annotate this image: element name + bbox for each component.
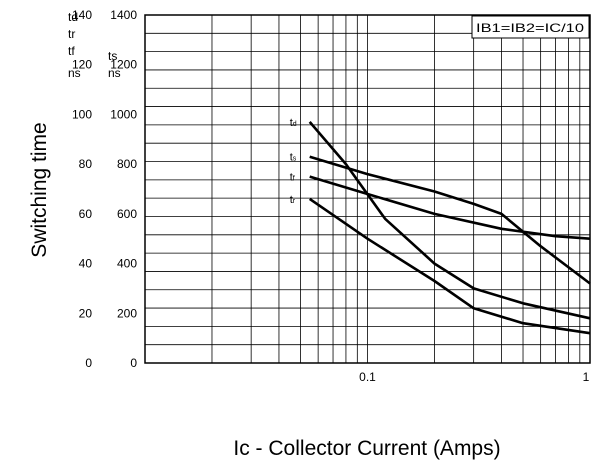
left-y-tick-label: 120 (72, 58, 92, 72)
plot-frame (144, 14, 591, 364)
left-y-tick-label: 40 (79, 257, 93, 271)
left-y-tick-label: 80 (79, 157, 93, 171)
y-axis-label: Switching time (28, 122, 51, 257)
left-y-tick-label: 100 (72, 107, 92, 121)
left-unit-line-4: ns (68, 66, 81, 80)
x-tick-label: 1 (583, 370, 590, 384)
left-y-tick-label: 0 (85, 356, 92, 370)
ts-y-tick-label: 800 (117, 157, 137, 171)
test-condition-label: IB1=IB2=IC/10 (476, 21, 584, 35)
ts-unit-line-2: ns (108, 66, 121, 80)
x-tick-label: 0.1 (359, 370, 376, 384)
ts-y-tick-label: 600 (117, 207, 137, 221)
ts-unit-line-1: ts (108, 49, 117, 63)
ts-y-tick-label: 1000 (110, 107, 137, 121)
left-y-tick-label: 20 (79, 306, 93, 320)
ts-y-tick-label: 0 (130, 356, 137, 370)
series-line-ts (309, 155, 591, 285)
series-layer: td ts tf tr (290, 117, 591, 335)
left-unit-line-1: td (68, 10, 78, 24)
test-condition-box: IB1=IB2=IC/10 (471, 15, 590, 39)
left-unit-line-2: tr (68, 27, 75, 41)
left-y-tick-label: 140 (72, 8, 92, 22)
series-line-tf (309, 175, 591, 240)
x-axis-label: Ic - Collector Current (Amps) (233, 437, 500, 460)
series-line-tr (308, 197, 591, 335)
left-y-tick-label: 60 (79, 207, 93, 221)
series-label-td: td (290, 117, 297, 129)
ts-y-tick-label: 400 (117, 257, 137, 271)
left-unit-line-3: tf (68, 44, 75, 58)
series-line-td (308, 121, 591, 320)
ticks-layer: 0204060801001201400200400600800100012001… (72, 8, 590, 384)
ts-y-tick-label: 1400 (110, 8, 137, 22)
series-label-tr: tr (290, 194, 296, 206)
ts-y-tick-label: 1200 (110, 58, 137, 72)
grid (145, 15, 590, 363)
series-label-ts: ts (290, 152, 297, 164)
ts-axis-unit-header: ts ns (108, 49, 121, 80)
left-axis-unit-header: td tr tf ns (68, 10, 81, 80)
ts-y-tick-label: 200 (117, 306, 137, 320)
series-label-tf: tf (290, 172, 295, 184)
